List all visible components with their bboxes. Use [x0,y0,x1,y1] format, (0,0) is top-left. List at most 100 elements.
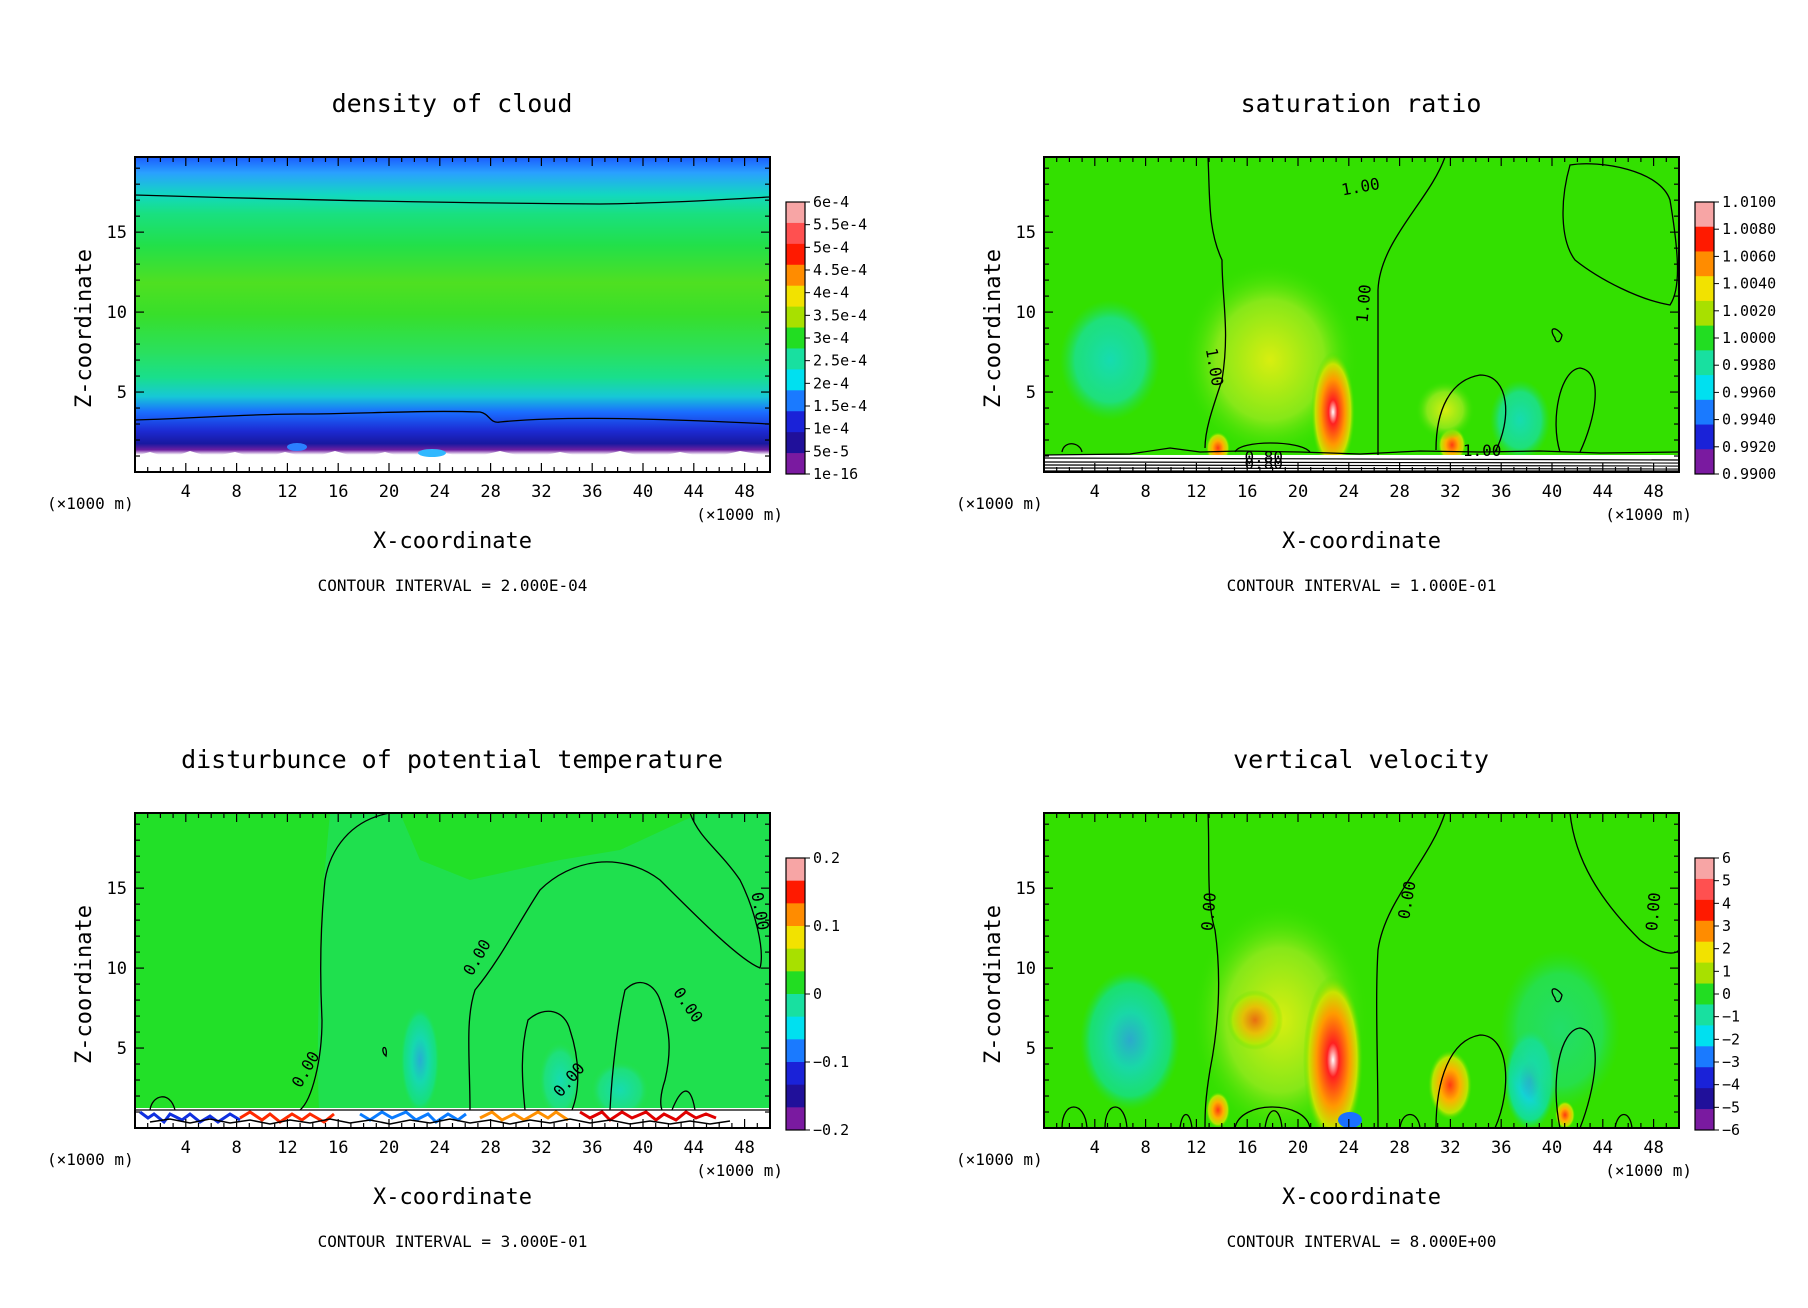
colorbar-swatch [1695,1067,1714,1089]
colorbar-label: −2 [1722,1030,1740,1048]
x-tick-label: 4 [1090,1138,1100,1158]
contour-line [1399,1113,1421,1128]
heatmap-field [135,157,770,472]
colorbar-swatch [786,285,805,308]
plot-area [1044,157,1679,472]
y-tick-label: 10 [1016,303,1036,323]
colorbar-label: 4.5e-4 [813,261,867,279]
colorbar-swatch [786,369,805,391]
x-tick-label: 44 [1593,482,1613,502]
contour-interval-label: CONTOUR INTERVAL = 8.000E+00 [1227,1232,1497,1251]
colorbar-swatch [1695,941,1714,964]
x-axis-label: X-coordinate [1282,529,1441,554]
colorbar-label: 1e-4 [813,420,849,438]
colorbar-swatch [1695,1046,1714,1068]
panel-title: saturation ratio [1241,89,1482,118]
x-unit-label: (×1000 m) [696,505,783,524]
colorbar-label: 3.5e-4 [813,306,867,324]
colorbar-swatch [1695,202,1714,228]
x-tick-label: 36 [582,482,602,502]
panel-saturation-ratio: saturation ratio [1044,89,1679,472]
y-tick-label: 15 [1016,879,1036,899]
x-tick-label: 8 [1140,482,1150,502]
colorbar-swatch [786,880,805,904]
contour-line [1179,1113,1193,1128]
contour-line [1104,1106,1128,1128]
x-tick-label: 36 [582,1138,602,1158]
colorbar: 0.2 0.1 0 −0.1 −0.2 [785,849,849,1139]
contour-line [1061,1106,1088,1128]
x-tick-label: 8 [231,1138,241,1158]
colorbar-swatch [1695,920,1714,943]
colorbar-label: −4 [1722,1076,1740,1094]
colorbar-label: 6e-4 [813,193,849,211]
colorbar-swatch [786,327,805,349]
colorbar-label: 1.0100 [1722,193,1776,211]
colorbar-swatch [1695,276,1714,302]
x-tick-label: 44 [684,1138,704,1158]
y-unit-label: (×1000 m) [956,494,1043,513]
panel-title: density of cloud [332,89,573,118]
x-tick-label: 48 [734,482,754,502]
colorbar-swatch [786,1084,805,1108]
field-blob [1415,380,1475,440]
field-blob [590,1060,650,1120]
colorbar-swatch [1695,325,1714,351]
contour-line [1204,813,1220,1128]
contour-line [609,981,670,1111]
colorbar-swatch [1695,858,1714,880]
colorbar-swatch [786,222,805,245]
field-blob [1303,975,1363,1128]
colorbar-label: 5.5e-4 [813,216,867,234]
colorbar-swatch [786,411,805,433]
colorbar-swatch [1695,899,1714,922]
contour-interval-label: CONTOUR INTERVAL = 1.000E-01 [1227,576,1497,595]
colorbar-swatch [786,390,805,412]
colorbar-label: 1.0080 [1722,220,1776,238]
x-tick-label: 44 [684,482,704,502]
contour-line [671,1090,696,1111]
colorbar-swatch [1695,1004,1714,1026]
panel-vertical-velocity: vertical velocity [1044,745,1679,1128]
colorbar-label: 3e-4 [813,329,849,347]
y-unit-label: (×1000 m) [956,1150,1043,1169]
contour-line [468,813,762,1111]
colorbar-label: 0.9900 [1722,465,1776,483]
colorbar-swatch [1695,1025,1714,1047]
contour-line [1555,1027,1596,1128]
contour-line [1376,813,1446,1128]
x-axis-label: X-coordinate [1282,1185,1441,1210]
contour-line [382,1046,387,1058]
colorbar-swatch [786,432,805,454]
colorbar-label: −0.1 [813,1053,849,1071]
colorbar-swatch [786,202,805,224]
contour-line [1555,367,1596,453]
contour-line [135,194,770,205]
colorbar-label: 0.9920 [1722,438,1776,456]
contour-line [1234,1106,1311,1128]
y-tick-label: 15 [107,223,127,243]
x-tick-label: 44 [1593,1138,1613,1158]
x-tick-label: 8 [231,482,241,502]
contour-line [135,410,770,425]
colorbar-label: 0.9980 [1722,356,1776,374]
field-blob [1311,352,1355,472]
contour-line [149,1096,176,1111]
y-axis-label: Z-coordinate [72,249,97,408]
x-tick-label: 24 [1339,482,1359,502]
colorbar-label: 5e-5 [813,442,849,460]
x-tick-label: 48 [1643,1138,1663,1158]
x-tick-label: 24 [1339,1138,1359,1158]
colorbar-swatch [786,1062,805,1086]
x-tick-label: 16 [1237,1138,1257,1158]
cloud-light-blob [418,449,446,457]
x-tick-label: 32 [531,1138,551,1158]
colorbar-label: 3 [1722,917,1731,935]
x-tick-label: 28 [1389,482,1409,502]
colorbar-label: 4 [1722,894,1731,912]
colorbar-swatch [786,348,805,370]
